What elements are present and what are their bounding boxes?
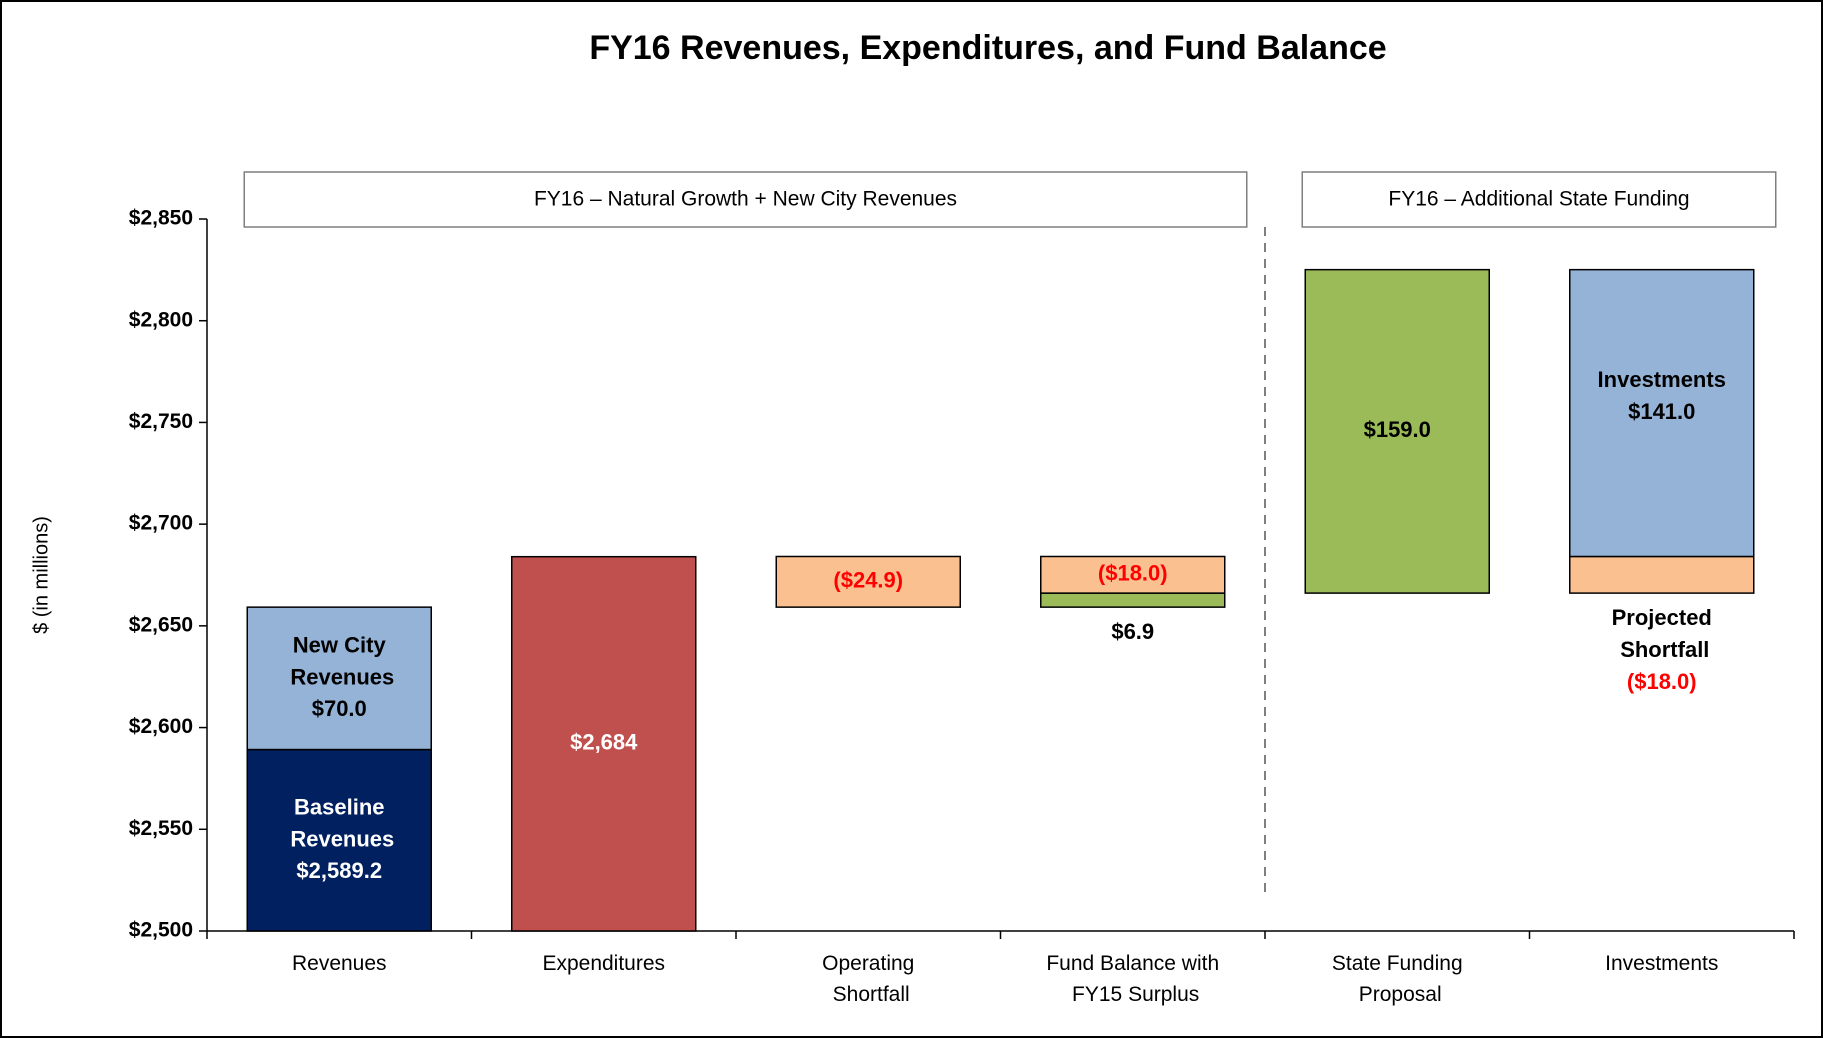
x-tick-label: Expenditures	[542, 952, 665, 975]
chart-title: FY16 Revenues, Expenditures, and Fund Ba…	[589, 29, 1386, 67]
bar-segment	[1304, 268, 1490, 594]
x-tick-label: Operating Shortfall	[822, 952, 914, 1006]
data-label: ($18.0)	[1627, 669, 1697, 694]
panel-label: FY16 – Natural Growth + New City Revenue…	[534, 188, 957, 211]
data-label: $141.0	[1628, 399, 1695, 424]
segment-name: Investments	[1598, 367, 1726, 392]
data-label: ($18.0)	[1098, 561, 1168, 586]
bar-segment	[246, 606, 432, 751]
segment-name: Projected Shortfall	[1612, 605, 1712, 662]
data-label: $2,684	[570, 730, 638, 755]
panel-box	[243, 171, 1248, 228]
bar-segment	[246, 748, 432, 932]
y-axis-label: $ (in millions)	[30, 516, 52, 634]
bar-segment	[1040, 592, 1226, 608]
panel-box	[1301, 171, 1777, 228]
segment-name: Baseline Revenues	[284, 794, 394, 851]
y-tick-label: $2,750	[129, 410, 193, 433]
bar-segment	[1569, 555, 1755, 594]
data-label: $2,589.2	[296, 858, 382, 883]
data-label: $159.0	[1364, 417, 1431, 442]
y-tick-label: $2,700	[129, 512, 193, 535]
x-tick-label: Investments	[1605, 952, 1718, 975]
x-tick-label: State Funding Proposal	[1332, 952, 1463, 1006]
panel-label: FY16 – Additional State Funding	[1388, 188, 1689, 211]
bar-segment	[511, 555, 697, 932]
x-tick-label: Fund Balance with FY15 Surplus	[1046, 952, 1219, 1006]
y-tick-label: $2,800	[129, 308, 193, 331]
y-tick-label: $2,600	[129, 715, 193, 738]
bar-segment	[1569, 268, 1755, 558]
data-label: $6.9	[1111, 619, 1154, 644]
data-label: $70.0	[312, 696, 367, 721]
y-tick-label: $2,650	[129, 613, 193, 636]
y-tick-label: $2,500	[129, 919, 193, 942]
x-tick-label: Revenues	[292, 952, 387, 975]
segment-name: New City Revenues	[284, 632, 394, 689]
bar-segment	[775, 555, 961, 608]
bar-segment	[1040, 555, 1226, 594]
y-tick-label: $2,850	[129, 207, 193, 230]
y-tick-label: $2,550	[129, 817, 193, 840]
data-label: ($24.9)	[833, 568, 903, 593]
